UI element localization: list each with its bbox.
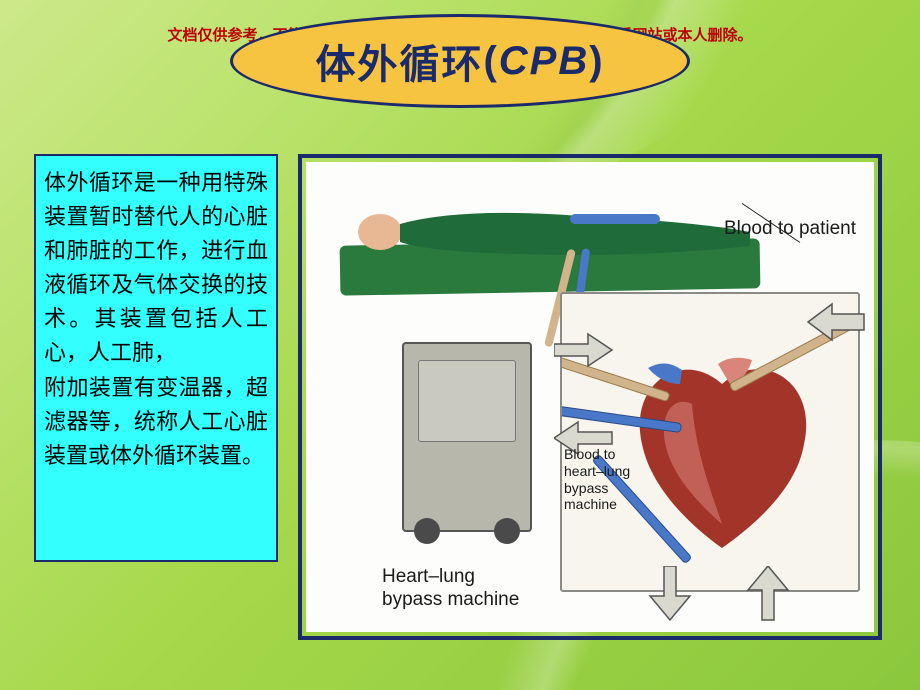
definition-text: 体外循环是一种用特殊装置暂时替代人的心脏和肺脏的工作，进行血液循环及气体交换的技… [44,170,268,468]
title-ellipse: 体外循环(CPB) [230,14,690,108]
bypass-machine [402,342,532,532]
flow-arrow-icon [646,566,694,622]
patient-figure [340,202,760,262]
definition-box: 体外循环是一种用特殊装置暂时替代人的心脏和肺脏的工作，进行血液循环及气体交换的技… [34,154,278,562]
title-paren-close: ) [589,39,604,84]
title-paren-open: ( [483,39,498,84]
slide: 文档仅供参考，不能作为科学依据，请勿模仿；如有不当之处，请联系网站或本人删除。 … [0,0,920,690]
diagram-box: Blood to patient Blood to heart–lung byp… [298,154,882,640]
title-main: 体外循环 [315,32,483,90]
label-blood-to-machine: Blood to heart–lung bypass machine [564,446,630,513]
diagram-panel: Blood to patient Blood to heart–lung byp… [306,162,874,632]
wheel-icon [414,518,440,544]
flow-arrow-icon [554,330,614,370]
label-blood-to-patient: Blood to patient [724,218,856,241]
wheel-icon [494,518,520,544]
label-machine-name: Heart–lung bypass machine [382,566,519,612]
flow-arrow-icon [744,566,792,622]
title-acronym: CPB [499,39,589,84]
flow-arrow-icon [806,302,866,346]
